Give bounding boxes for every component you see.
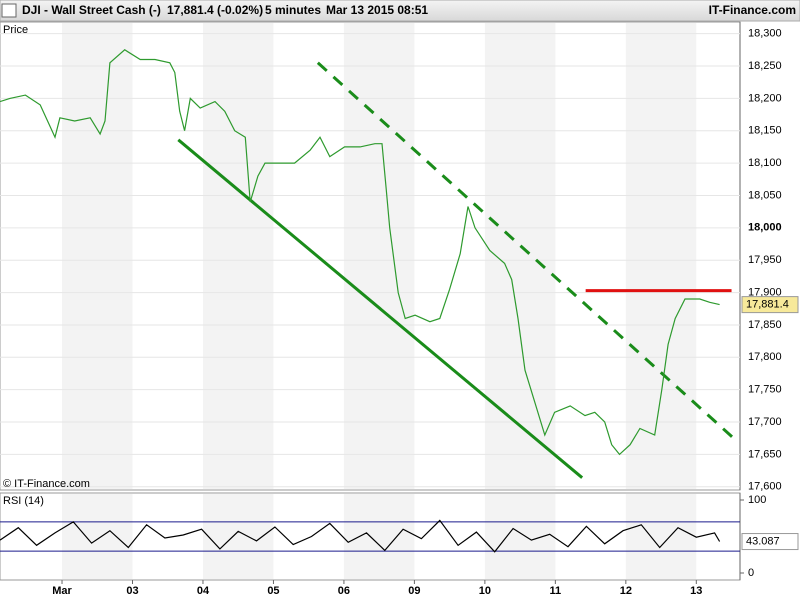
last-value-tag <box>741 533 799 551</box>
x-tick-label: 09 <box>408 585 420 597</box>
day-band <box>484 494 556 579</box>
y-tick-label: 18,150 <box>748 125 782 137</box>
day-band <box>62 23 133 489</box>
y-tick-label: 18,050 <box>748 189 782 201</box>
y-tick-label: 18,100 <box>748 157 782 169</box>
y-tick-label: 17,950 <box>748 254 782 266</box>
y-tick-label: 18,250 <box>748 60 782 72</box>
y-tick-label: 18,200 <box>748 92 782 104</box>
y-tick-label: 100 <box>748 494 766 506</box>
y-tick-label: 17,850 <box>748 319 782 331</box>
y-tick-label: 17,800 <box>748 351 782 363</box>
y-tick-label: 17,900 <box>748 286 782 298</box>
last-value-tag <box>741 296 799 314</box>
x-tick-label: 06 <box>338 585 350 597</box>
x-tick-label: 13 <box>690 585 702 597</box>
y-tick-label: 17,700 <box>748 416 782 428</box>
icon <box>1 3 17 18</box>
y-tick-label: 0 <box>748 567 754 579</box>
trendline <box>177 138 584 479</box>
day-band <box>625 494 697 579</box>
y-tick-label: 18,000 <box>748 222 782 234</box>
day-band <box>202 23 274 489</box>
y-tick-label: 18,300 <box>748 28 782 40</box>
series-line <box>0 49 720 456</box>
x-tick-label: 11 <box>550 585 562 597</box>
x-tick-label: 10 <box>479 585 491 597</box>
day-band <box>343 494 415 579</box>
x-tick-label: 05 <box>267 585 279 597</box>
series-line <box>0 519 721 553</box>
x-tick-label: 03 <box>126 585 138 597</box>
day-band <box>343 23 415 489</box>
quote: 17,881.4 (-0.02%) <box>167 3 263 17</box>
last-value: 17,881.4 <box>746 299 789 311</box>
x-tick-label: 04 <box>197 585 210 597</box>
timestamp: Mar 13 2015 08:51 <box>326 3 428 17</box>
y-tick-label: 17,650 <box>748 448 782 460</box>
y-tick-label: 17,750 <box>748 384 782 396</box>
brand: IT-Finance.com <box>709 3 796 17</box>
x-tick-label: 12 <box>620 585 632 597</box>
symbol: DJI - Wall Street Cash (-) <box>22 3 161 17</box>
trendline <box>316 61 737 441</box>
last-value: 43.087 <box>746 535 780 547</box>
day-band <box>62 494 133 579</box>
x-tick-label: Mar <box>52 585 72 597</box>
day-band <box>625 23 697 489</box>
header-bar <box>0 0 800 22</box>
pane-title: RSI (14) <box>3 495 44 507</box>
pane-title: Price <box>3 24 28 36</box>
y-tick-label: 17,600 <box>748 481 782 493</box>
credit: © IT-Finance.com <box>3 478 90 490</box>
interval: 5 minutes <box>265 3 321 17</box>
